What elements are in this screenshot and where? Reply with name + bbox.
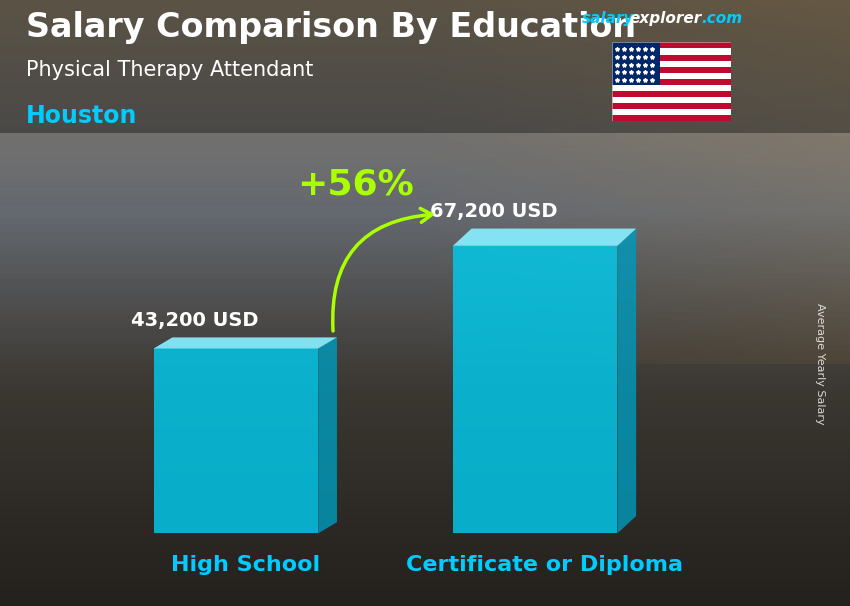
- Text: 67,200 USD: 67,200 USD: [430, 202, 558, 221]
- Text: Certificate or Diploma: Certificate or Diploma: [406, 555, 683, 575]
- Polygon shape: [154, 348, 318, 533]
- Bar: [612, 115, 731, 121]
- Text: Average Yearly Salary: Average Yearly Salary: [815, 303, 825, 424]
- Polygon shape: [453, 246, 617, 533]
- Text: salary: salary: [582, 11, 635, 25]
- Text: High School: High School: [171, 555, 320, 575]
- Polygon shape: [318, 338, 337, 533]
- Polygon shape: [617, 228, 636, 533]
- Text: explorer: explorer: [629, 11, 701, 25]
- Polygon shape: [453, 228, 636, 246]
- Bar: [612, 48, 731, 55]
- Text: +56%: +56%: [298, 168, 414, 202]
- Bar: [612, 55, 731, 61]
- Bar: [612, 85, 731, 91]
- Polygon shape: [154, 338, 337, 348]
- Text: Salary Comparison By Education: Salary Comparison By Education: [26, 11, 636, 44]
- Bar: [612, 109, 731, 115]
- Text: Houston: Houston: [26, 104, 137, 128]
- Bar: [612, 103, 731, 109]
- Bar: [612, 91, 731, 97]
- Text: 43,200 USD: 43,200 USD: [131, 311, 258, 330]
- Bar: [612, 73, 731, 79]
- Bar: [612, 79, 731, 85]
- Text: Physical Therapy Attendant: Physical Therapy Attendant: [26, 60, 313, 80]
- Bar: [612, 42, 660, 85]
- Bar: [612, 42, 731, 48]
- Text: .com: .com: [701, 11, 742, 25]
- Bar: [612, 67, 731, 73]
- Bar: [612, 97, 731, 103]
- Bar: [612, 61, 731, 67]
